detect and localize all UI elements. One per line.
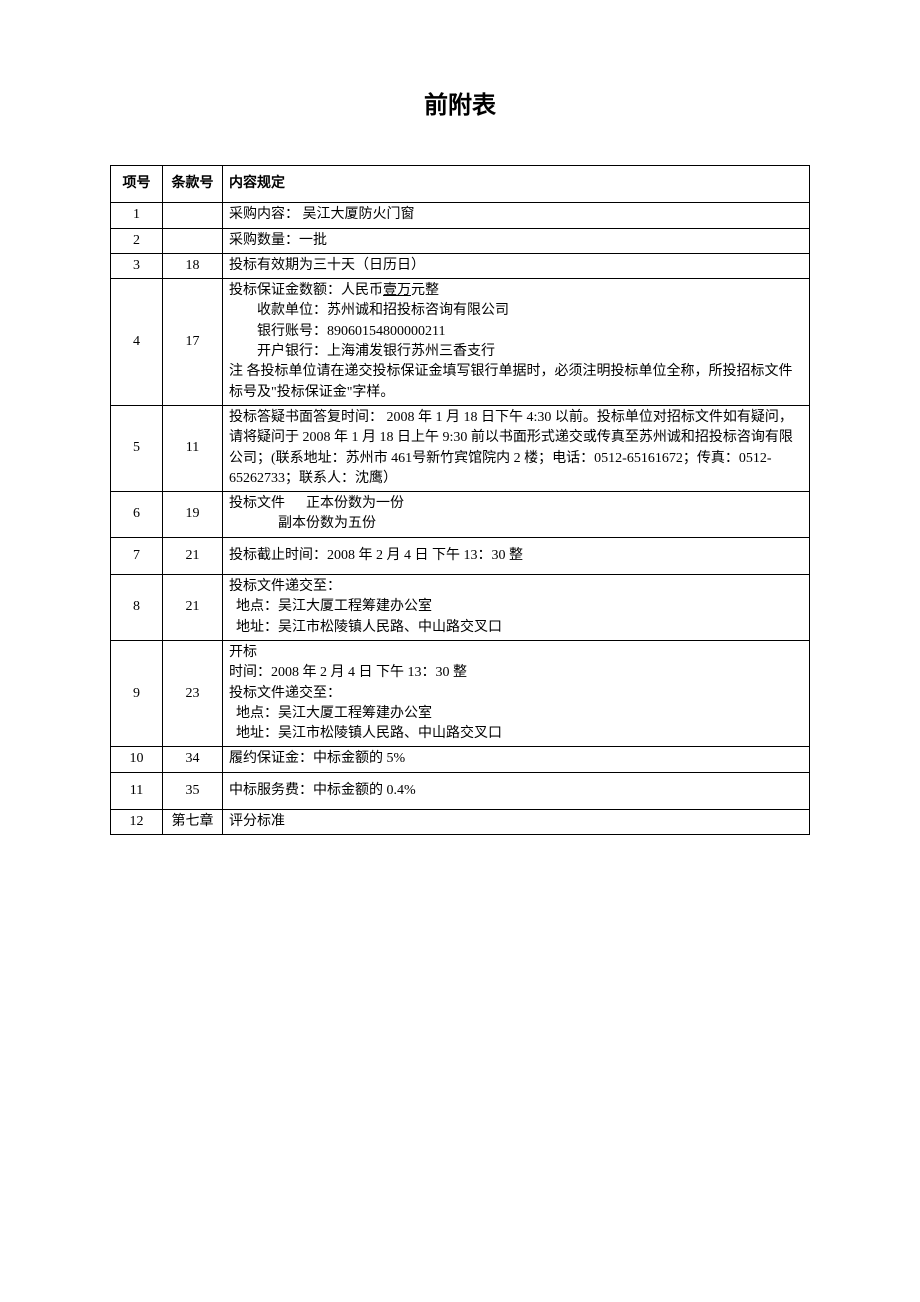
- cell-clause: 35: [163, 772, 223, 809]
- cell-content: 采购内容： 吴江大厦防火门窗: [223, 203, 810, 228]
- submit-location: 地点：吴江大厦工程筹建办公室: [229, 597, 803, 617]
- cell-content: 投标文件递交至： 地点：吴江大厦工程筹建办公室 地址：吴江市松陵镇人民路、中山路…: [223, 575, 810, 641]
- cell-clause: 第七章: [163, 810, 223, 835]
- cell-clause: 17: [163, 279, 223, 406]
- table-row: 9 23 开标 时间：2008 年 2 月 4 日 下午 13：30 整 投标文…: [111, 640, 810, 746]
- cell-clause: 34: [163, 747, 223, 772]
- table-row: 1 采购内容： 吴江大厦防火门窗: [111, 203, 810, 228]
- cell-content: 履约保证金：中标金额的 5%: [223, 747, 810, 772]
- deposit-post: 元整: [411, 283, 439, 298]
- cell-clause: 19: [163, 492, 223, 538]
- header-content: 内容规定: [223, 166, 810, 203]
- cell-content: 投标截止时间：2008 年 2 月 4 日 下午 13：30 整: [223, 537, 810, 574]
- table-row: 3 18 投标有效期为三十天（日历日）: [111, 253, 810, 278]
- table-row: 12 第七章 评分标准: [111, 810, 810, 835]
- cell-content: 投标答疑书面答复时间： 2008 年 1 月 18 日下午 4:30 以前。投标…: [223, 405, 810, 491]
- header-clause-no: 条款号: [163, 166, 223, 203]
- cell-num: 1: [111, 203, 163, 228]
- cell-num: 5: [111, 405, 163, 491]
- submit-address: 地址：吴江市松陵镇人民路、中山路交叉口: [229, 618, 803, 638]
- bank-name: 开户银行：上海浦发银行苏州三香支行: [229, 342, 803, 362]
- cell-num: 8: [111, 575, 163, 641]
- cell-num: 10: [111, 747, 163, 772]
- table-row: 4 17 投标保证金数额：人民币壹万元整 收款单位：苏州诚和招投标咨询有限公司 …: [111, 279, 810, 406]
- cell-num: 11: [111, 772, 163, 809]
- cell-clause: [163, 203, 223, 228]
- cell-num: 9: [111, 640, 163, 746]
- cell-content: 开标 时间：2008 年 2 月 4 日 下午 13：30 整 投标文件递交至：…: [223, 640, 810, 746]
- cell-num: 2: [111, 228, 163, 253]
- table-row: 10 34 履约保证金：中标金额的 5%: [111, 747, 810, 772]
- header-item-no: 项号: [111, 166, 163, 203]
- open-time: 时间：2008 年 2 月 4 日 下午 13：30 整: [229, 663, 803, 683]
- page-title: 前附表: [110, 85, 810, 120]
- open-location: 地点：吴江大厦工程筹建办公室: [229, 704, 803, 724]
- cell-clause: 23: [163, 640, 223, 746]
- cell-num: 3: [111, 253, 163, 278]
- bank-account: 银行账号：89060154800000211: [229, 322, 803, 342]
- cell-clause: 18: [163, 253, 223, 278]
- cell-num: 12: [111, 810, 163, 835]
- table-header-row: 项号 条款号 内容规定: [111, 166, 810, 203]
- appendix-table: 项号 条款号 内容规定 1 采购内容： 吴江大厦防火门窗 2 采购数量：一批 3…: [110, 165, 810, 835]
- cell-content: 投标保证金数额：人民币壹万元整 收款单位：苏州诚和招投标咨询有限公司 银行账号：…: [223, 279, 810, 406]
- payee: 收款单位：苏州诚和招投标咨询有限公司: [229, 301, 803, 321]
- deposit-amount: 壹万: [383, 283, 411, 298]
- table-row: 2 采购数量：一批: [111, 228, 810, 253]
- open-label: 开标: [229, 643, 803, 663]
- cell-num: 7: [111, 537, 163, 574]
- table-row: 6 19 投标文件 正本份数为一份 副本份数为五份: [111, 492, 810, 538]
- cell-clause: 21: [163, 575, 223, 641]
- cell-content: 中标服务费：中标金额的 0.4%: [223, 772, 810, 809]
- cell-num: 6: [111, 492, 163, 538]
- cell-content: 投标文件 正本份数为一份 副本份数为五份: [223, 492, 810, 538]
- open-submit-label: 投标文件递交至：: [229, 684, 803, 704]
- copies-original: 投标文件 正本份数为一份: [229, 494, 803, 514]
- cell-clause: [163, 228, 223, 253]
- table-row: 7 21 投标截止时间：2008 年 2 月 4 日 下午 13：30 整: [111, 537, 810, 574]
- cell-content: 评分标准: [223, 810, 810, 835]
- cell-clause: 21: [163, 537, 223, 574]
- copies-copy: 副本份数为五份: [229, 514, 803, 534]
- cell-content: 采购数量：一批: [223, 228, 810, 253]
- table-row: 8 21 投标文件递交至： 地点：吴江大厦工程筹建办公室 地址：吴江市松陵镇人民…: [111, 575, 810, 641]
- deposit-note: 注 各投标单位请在递交投标保证金填写银行单据时，必须注明投标单位全称，所投招标文…: [229, 362, 803, 403]
- open-address: 地址：吴江市松陵镇人民路、中山路交叉口: [229, 724, 803, 744]
- submit-label: 投标文件递交至：: [229, 577, 803, 597]
- cell-content: 投标有效期为三十天（日历日）: [223, 253, 810, 278]
- table-row: 11 35 中标服务费：中标金额的 0.4%: [111, 772, 810, 809]
- cell-clause: 11: [163, 405, 223, 491]
- cell-num: 4: [111, 279, 163, 406]
- table-row: 5 11 投标答疑书面答复时间： 2008 年 1 月 18 日下午 4:30 …: [111, 405, 810, 491]
- deposit-pre: 投标保证金数额：人民币: [229, 283, 383, 298]
